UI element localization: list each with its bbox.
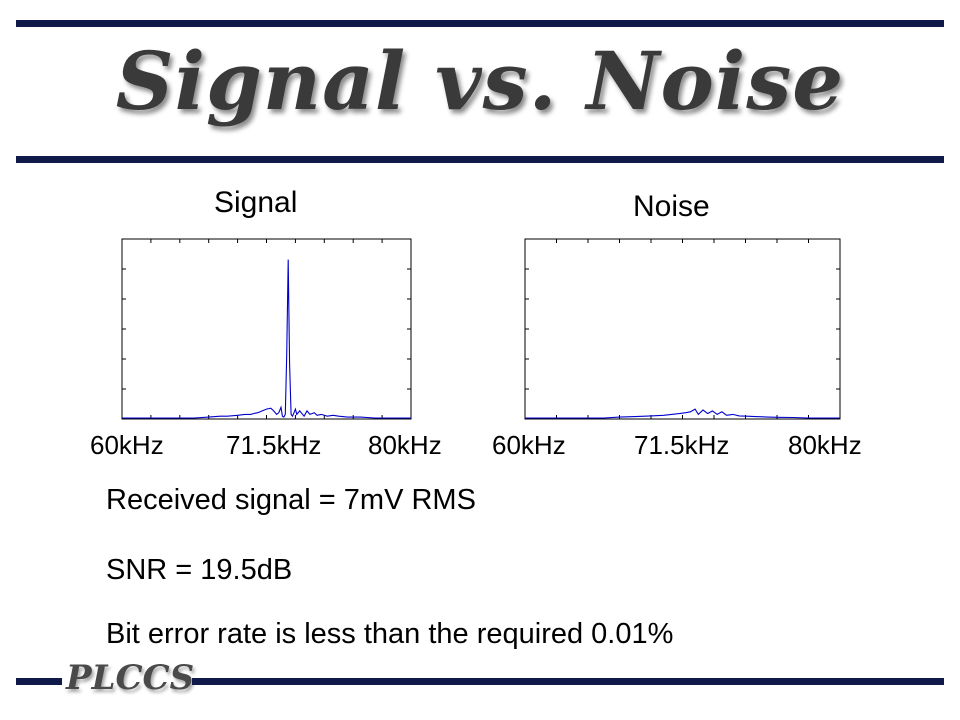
noise-x-tick-label: 80kHz [788,430,862,460]
signal-plot-frame [121,238,412,420]
noise-plot-frame [524,238,841,420]
noise-chart-title: Noise [633,190,710,223]
signal-chart [121,238,412,420]
signal-x-tick-label: 71.5kHz [226,430,322,460]
footer-rule-left [16,678,62,685]
bit-error-rate-text: Bit error rate is less than the required… [106,618,674,650]
title-divider-rule [16,156,944,163]
signal-x-tick-label: 60kHz [90,430,164,460]
signal-series-line [122,259,411,419]
noise-x-tick-label: 60kHz [492,430,566,460]
received-signal-text: Received signal = 7mV RMS [106,484,476,516]
noise-series-line [525,408,840,419]
noise-x-tick-label: 71.5kHz [634,430,730,460]
signal-chart-title: Signal [214,186,298,219]
top-rule [16,20,944,27]
snr-text: SNR = 19.5dB [106,554,293,586]
charts-canvas [121,238,841,420]
signal-x-tick-label: 80kHz [368,430,442,460]
slide-title: Signal vs. Noise [115,34,845,128]
footer-logo: PLCCS [66,658,195,698]
noise-chart [524,238,841,420]
footer-rule-right [192,678,944,685]
